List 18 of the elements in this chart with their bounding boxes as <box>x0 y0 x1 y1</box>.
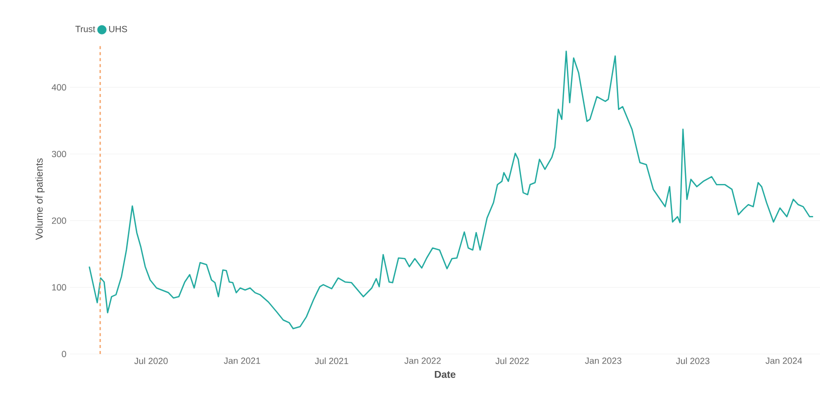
x-tick-label: Jul 2023 <box>676 358 710 364</box>
x-tick-label: Jan 2022 <box>404 358 441 364</box>
x-tick-label: Jul 2021 <box>314 358 348 364</box>
x-tick-label: Jan 2023 <box>585 358 622 364</box>
x-tick-label: Jul 2022 <box>495 358 529 364</box>
x-tick-label: Jan 2024 <box>766 358 802 364</box>
x-tick-label: Jul 2020 <box>134 358 168 364</box>
line-series <box>88 50 814 330</box>
y-tick-label: 300 <box>52 150 66 158</box>
y-tick-label: 100 <box>52 284 66 291</box>
x-axis-title: Date <box>434 370 456 378</box>
legend-title: Trust <box>75 26 96 32</box>
y-tick-label: 0 <box>62 350 66 358</box>
y-tick-label: 400 <box>52 84 66 91</box>
x-tick-label: Jan 2021 <box>224 358 260 364</box>
y-tick-label: 200 <box>52 217 66 224</box>
legend-label: UHS <box>109 26 128 32</box>
y-axis-title: Volume of patients <box>35 158 45 240</box>
